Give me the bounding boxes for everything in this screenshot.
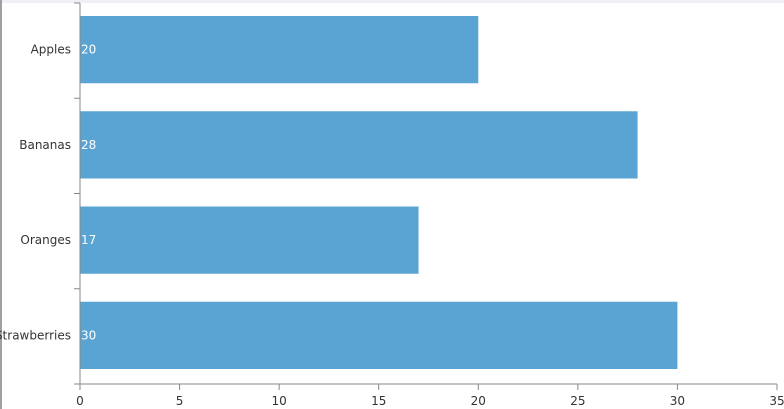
x-tick-label: 25 xyxy=(570,394,585,408)
x-tick-label: 5 xyxy=(176,394,184,408)
category-label: Oranges xyxy=(20,233,71,247)
x-tick-label: 35 xyxy=(769,394,784,408)
top-strip xyxy=(0,0,784,3)
bar-strawberries xyxy=(80,301,678,369)
data-label: 17 xyxy=(81,233,96,247)
category-label: Bananas xyxy=(19,138,71,152)
x-tick-label: 20 xyxy=(471,394,486,408)
bar-bananas xyxy=(80,111,638,179)
x-tick-label: 15 xyxy=(371,394,386,408)
data-label: 28 xyxy=(81,138,96,152)
x-tick-label: 30 xyxy=(670,394,685,408)
x-tick-label: 10 xyxy=(272,394,287,408)
category-label: Apples xyxy=(31,43,71,57)
data-label: 30 xyxy=(81,328,96,342)
bar-apples xyxy=(80,16,479,84)
data-label: 20 xyxy=(81,43,96,57)
bar-oranges xyxy=(80,206,419,274)
x-tick-label: 0 xyxy=(76,394,84,408)
category-label: Strawberries xyxy=(0,328,71,342)
left-border xyxy=(0,0,2,409)
